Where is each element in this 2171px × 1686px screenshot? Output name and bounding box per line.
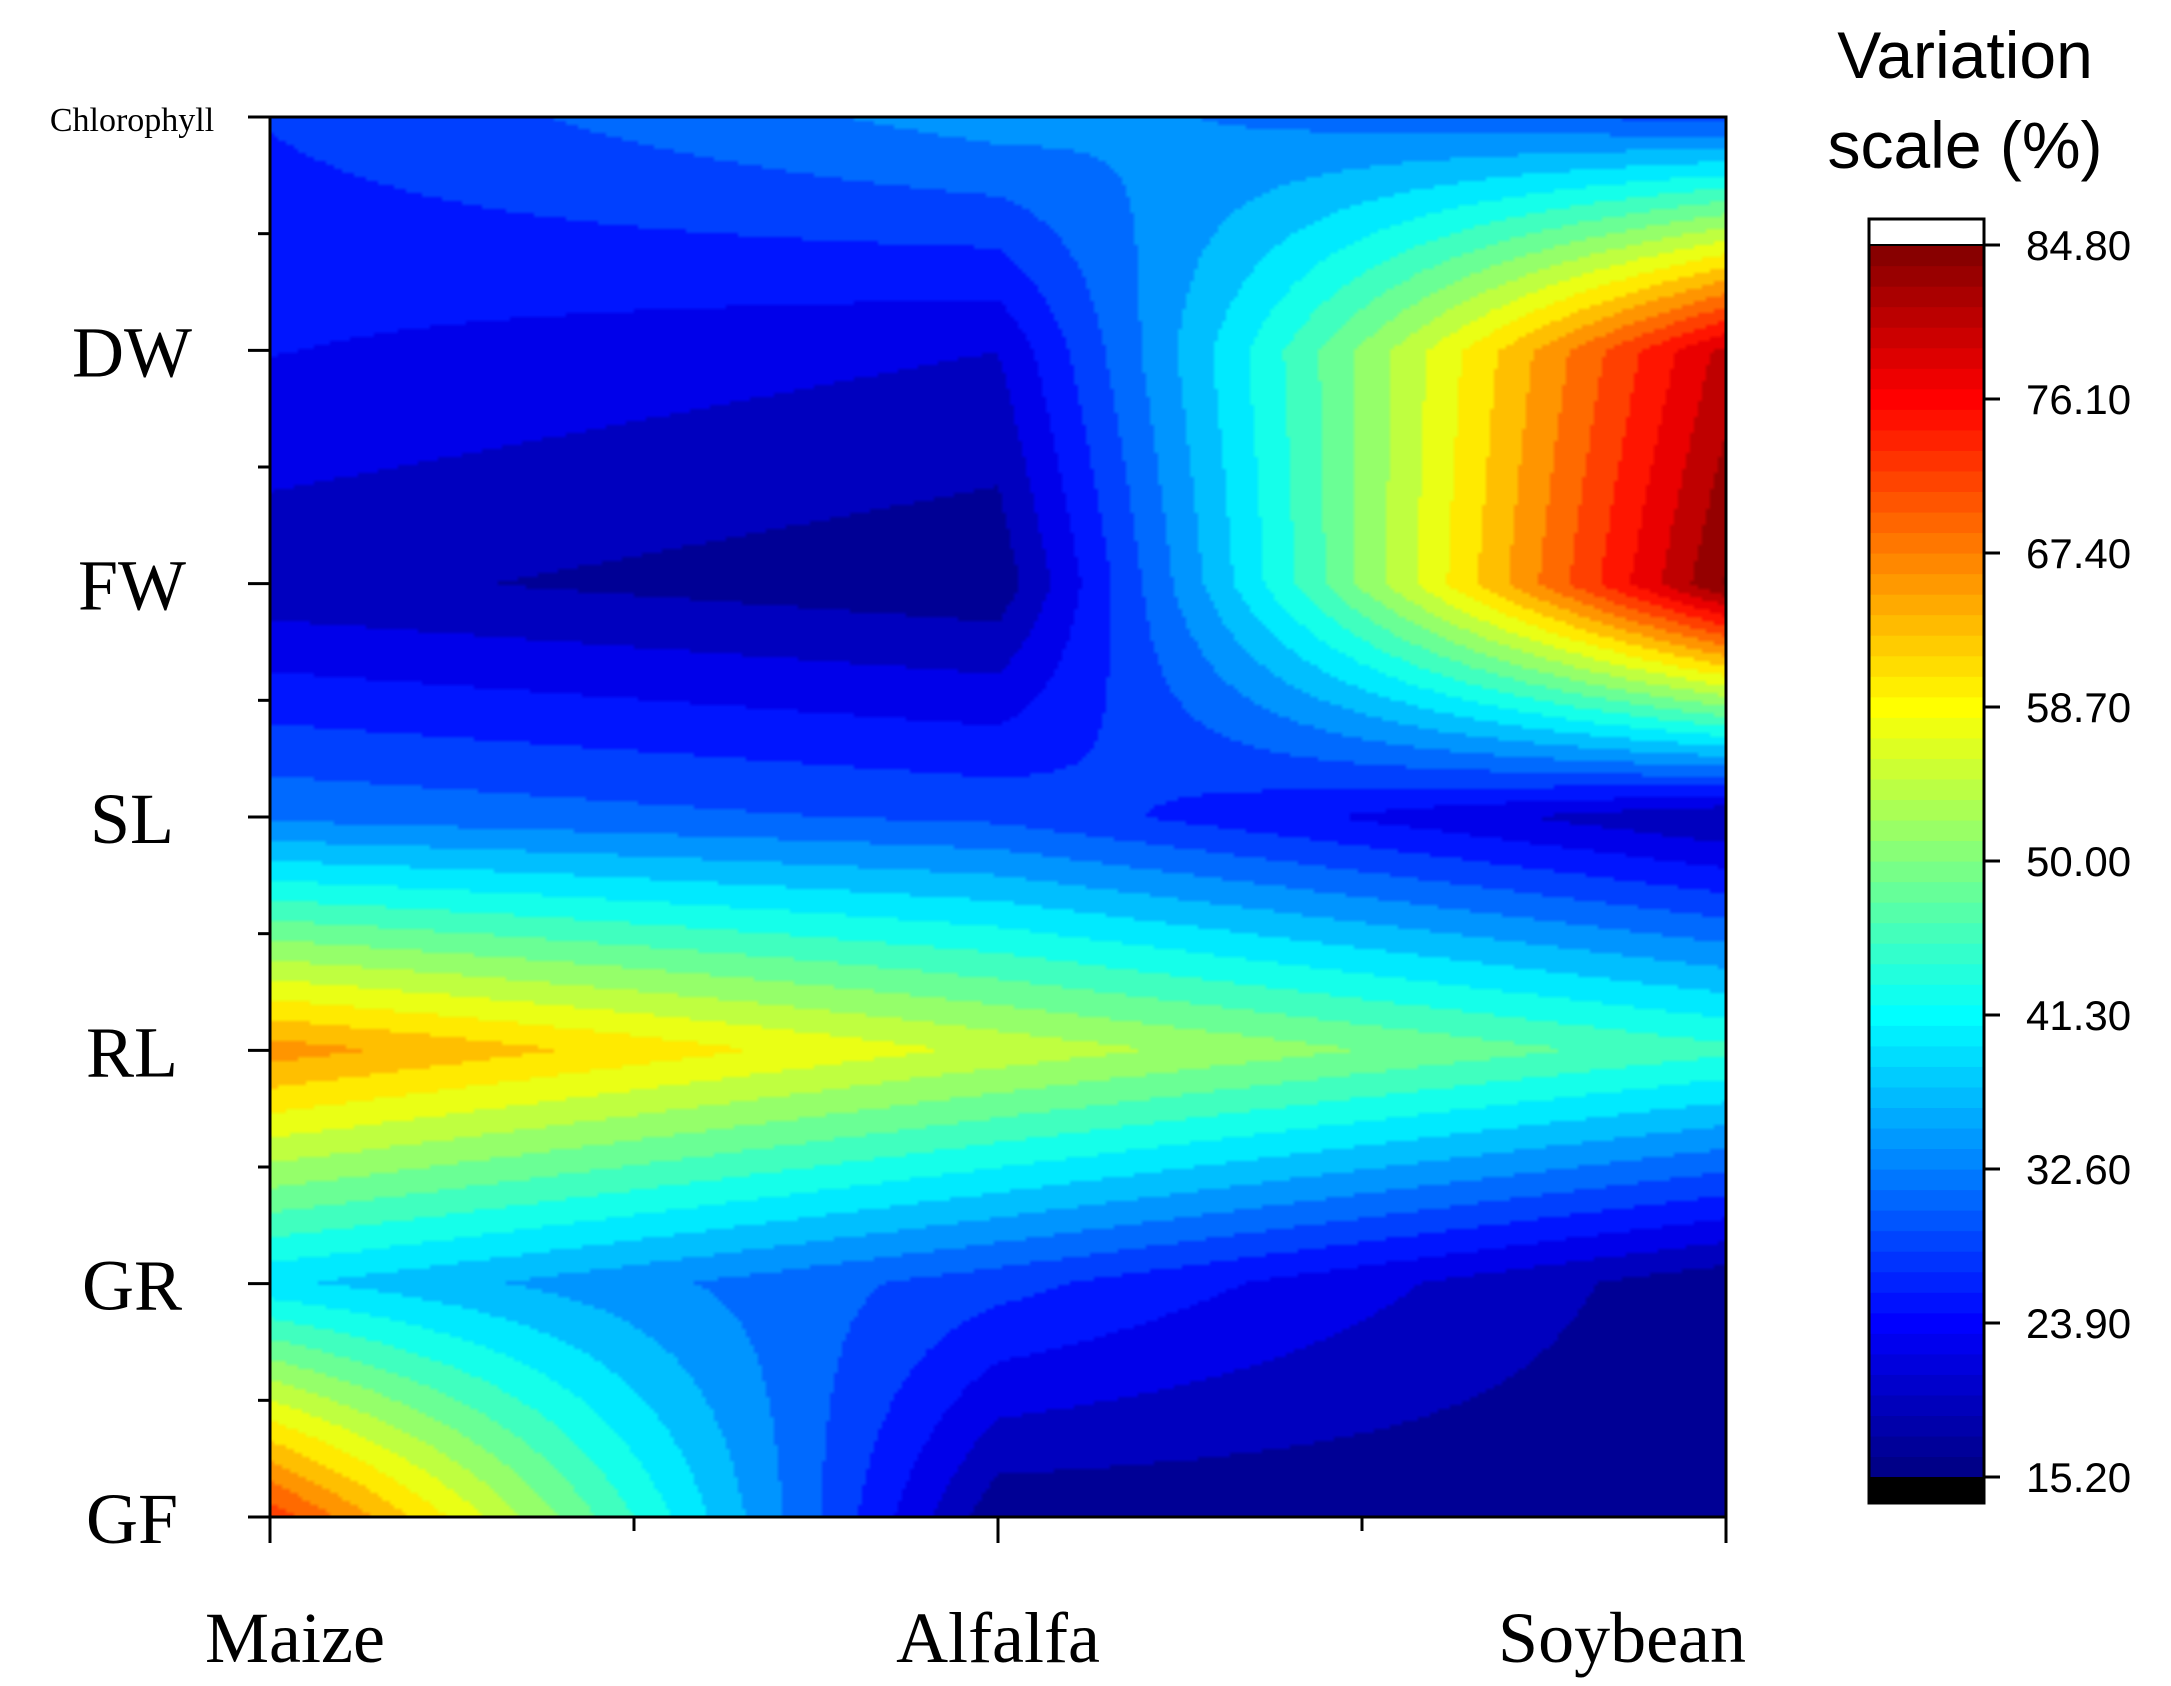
- colorbar-band: [1869, 491, 1984, 513]
- heatmap-fill: [270, 117, 1726, 1517]
- colorbar-band: [1869, 984, 1984, 1006]
- colorbar-band: [1869, 1169, 1984, 1191]
- y-axis: Chlorophyll DW FW SL RL GR GF: [50, 102, 270, 1559]
- colorbar-band: [1869, 450, 1984, 472]
- colorbar-title: scale (%): [1827, 108, 2102, 182]
- heatmap-contour-image: [270, 117, 1726, 1517]
- colorbar-band: [1869, 1251, 1984, 1273]
- colorbar-band: [1869, 696, 1984, 718]
- colorbar-band: [1869, 635, 1984, 657]
- x-axis: Maize Alfalfa Soybean: [205, 1517, 1746, 1678]
- colorbar-tick-label: 76.10: [2026, 376, 2131, 423]
- colorbar-tick-label: 32.60: [2026, 1146, 2131, 1193]
- colorbar-band: [1869, 245, 1984, 267]
- x-tick-label: Alfalfa: [896, 1598, 1100, 1678]
- x-tick-label: Soybean: [1498, 1598, 1746, 1678]
- colorbar-band: [1869, 265, 1984, 287]
- colorbar-band: [1869, 676, 1984, 698]
- y-tick-label: Chlorophyll: [50, 102, 214, 139]
- colorbar-band: [1869, 737, 1984, 759]
- colorbar-tick-label: 58.70: [2026, 684, 2131, 731]
- colorbar-band: [1869, 655, 1984, 677]
- colorbar-band: [1869, 1066, 1984, 1088]
- colorbar-band: [1869, 553, 1984, 575]
- colorbar-band: [1869, 1292, 1984, 1314]
- y-tick-label: GR: [82, 1246, 182, 1326]
- colorbar-band: [1869, 1025, 1984, 1047]
- colorbar-band: [1869, 819, 1984, 842]
- colorbar-band: [1869, 1210, 1984, 1232]
- colorbar-band: [1869, 286, 1984, 308]
- colorbar-band: [1869, 1353, 1984, 1375]
- colorbar-band: [1869, 1045, 1984, 1067]
- colorbar-tick-label: 15.20: [2026, 1454, 2131, 1501]
- colorbar-band: [1869, 1271, 1984, 1293]
- colorbar-band: [1869, 1107, 1984, 1129]
- colorbar-band: [1869, 368, 1984, 390]
- colorbar-band: [1869, 963, 1984, 985]
- colorbar-band: [1869, 347, 1984, 369]
- colorbar-band: [1869, 1230, 1984, 1252]
- colorbar-band: [1869, 861, 1984, 883]
- y-tick-label: FW: [78, 546, 186, 626]
- colorbar-band: [1869, 409, 1984, 431]
- colorbar-band: [1869, 778, 1984, 800]
- colorbar-band: [1869, 306, 1984, 328]
- colorbar-band: [1869, 327, 1984, 349]
- colorbar-band: [1869, 902, 1984, 924]
- colorbar-title: Variation: [1837, 18, 2093, 92]
- colorbar-band: [1869, 881, 1984, 903]
- colorbar-band: [1869, 840, 1984, 862]
- colorbar-tick-label: 50.00: [2026, 838, 2131, 885]
- colorbar-band: [1869, 511, 1984, 534]
- colorbar-band: [1869, 1148, 1984, 1170]
- colorbar-band: [1869, 1415, 1984, 1437]
- colorbar-under-swatch: [1869, 1477, 1984, 1503]
- y-tick-label: SL: [90, 779, 174, 859]
- colorbar-tick-label: 41.30: [2026, 992, 2131, 1039]
- colorbar-band: [1869, 1004, 1984, 1026]
- colorbar-tick-label: 84.80: [2026, 222, 2131, 269]
- y-tick-label: GF: [86, 1479, 178, 1559]
- colorbar-band: [1869, 470, 1984, 492]
- colorbar-band: [1869, 1456, 1984, 1478]
- colorbar-band: [1869, 388, 1984, 410]
- colorbar-tick-label: 67.40: [2026, 530, 2131, 577]
- colorbar-band: [1869, 429, 1984, 451]
- colorbar-band: [1869, 614, 1984, 636]
- colorbar-band: [1869, 532, 1984, 554]
- colorbar-tick-label: 23.90: [2026, 1300, 2131, 1347]
- colorbar-band: [1869, 943, 1984, 965]
- colorbar-band: [1869, 922, 1984, 944]
- colorbar-band: [1869, 573, 1984, 595]
- colorbar-over-swatch: [1868, 218, 1985, 246]
- colorbar-band: [1869, 717, 1984, 739]
- colorbar-band: [1869, 1312, 1984, 1334]
- y-tick-label: RL: [86, 1012, 178, 1092]
- y-tick-label: DW: [72, 312, 192, 392]
- colorbar-band: [1869, 594, 1984, 616]
- colorbar-band: [1869, 1189, 1984, 1211]
- x-tick-label: Maize: [205, 1598, 385, 1678]
- colorbar-band: [1869, 1333, 1984, 1355]
- colorbar-band: [1869, 799, 1984, 821]
- colorbar-band: [1869, 758, 1984, 780]
- colorbar-band: [1869, 1394, 1984, 1416]
- colorbar-band: [1869, 1374, 1984, 1396]
- colorbar-band: [1869, 1086, 1984, 1108]
- colorbar: 84.80 76.10 67.40 58.70 50.00 41.30 32.60 23.90…: [1827, 18, 2131, 1505]
- colorbar-band: [1869, 1127, 1984, 1150]
- colorbar-band: [1869, 1435, 1984, 1458]
